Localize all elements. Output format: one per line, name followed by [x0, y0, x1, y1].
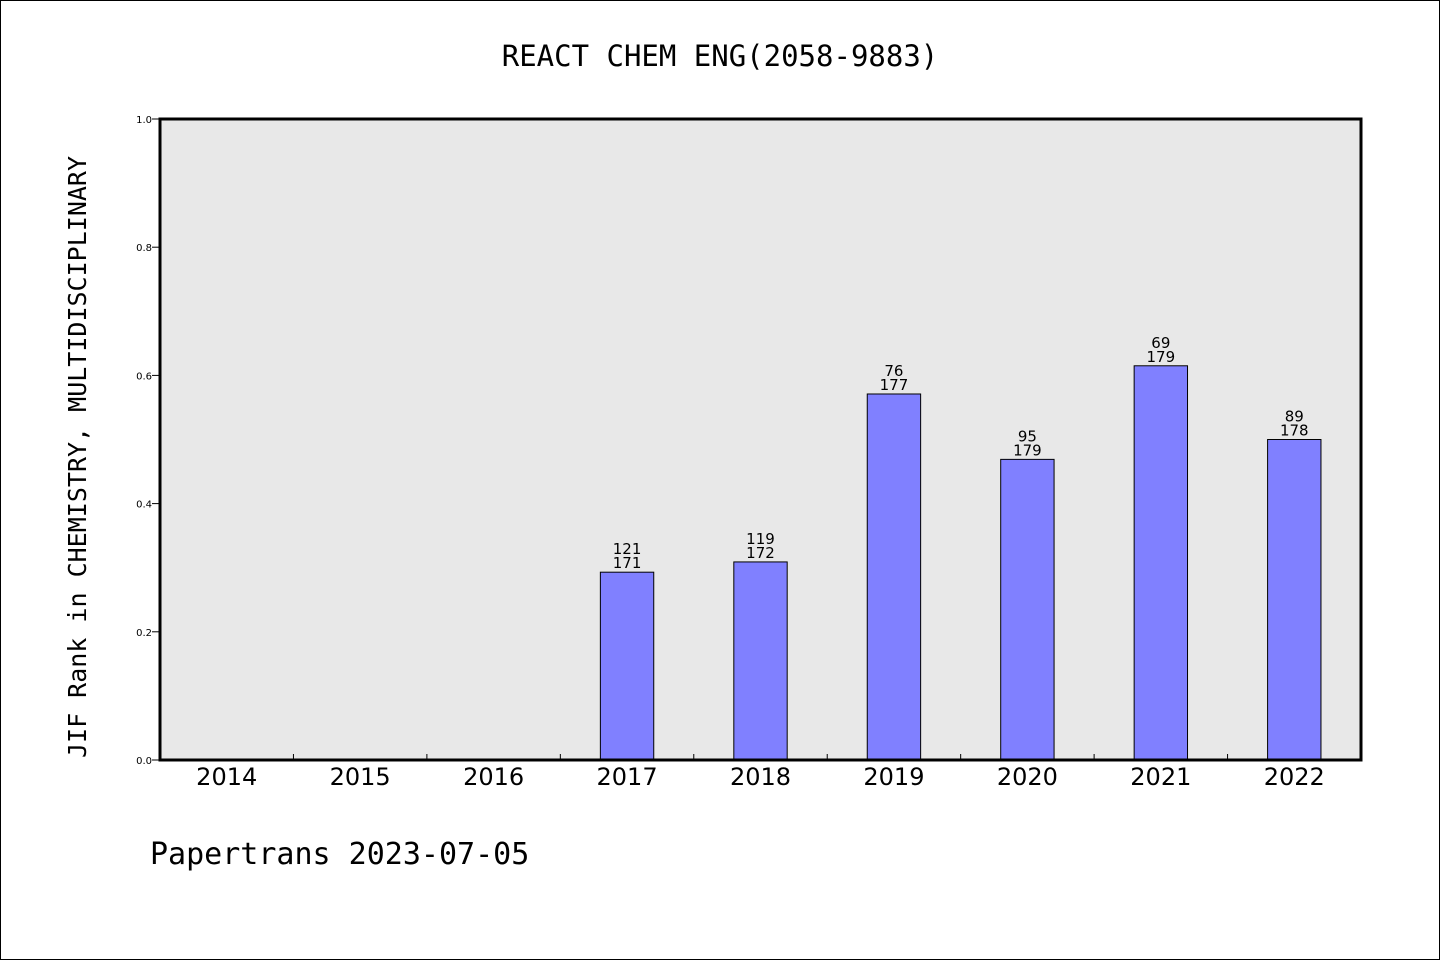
bar-rank-label: 89 [1285, 408, 1304, 426]
bar-rank-label: 76 [884, 362, 903, 380]
y-tick-label: 0.8 [136, 243, 152, 254]
chart-title: REACT CHEM ENG(2058-9883) [502, 39, 939, 73]
footer-source: Papertrans 2023-07-05 [150, 837, 529, 872]
x-tick-label: 2022 [1264, 763, 1325, 791]
x-tick-label: 2017 [597, 763, 658, 791]
y-tick-label: 0.2 [136, 628, 152, 639]
x-tick-label: 2016 [463, 763, 524, 791]
x-tick-label: 2021 [1130, 763, 1191, 791]
bar-total-label: 179 [1147, 348, 1176, 366]
chart-marks: 0.0 0.2 0.4 0.6 0.8 1.0 2014 2015 2016 2017 121171… [136, 115, 1325, 791]
x-tick-label: 2019 [863, 763, 924, 791]
bar [1133, 365, 1189, 761]
plot-border [158, 117, 1363, 762]
x-tick-label: 2015 [330, 763, 391, 791]
bar [1000, 458, 1055, 761]
bar-total-label: 178 [1280, 422, 1309, 440]
x-tick-label: 2014 [196, 763, 257, 791]
bar-rank-label: 119 [746, 530, 775, 548]
y-tick-label: 0.6 [136, 371, 152, 382]
x-tick-label: 2020 [997, 763, 1058, 791]
bar-total-label: 172 [746, 544, 775, 562]
bar-rank-label: 95 [1018, 427, 1037, 445]
x-tick-label: 2018 [730, 763, 791, 791]
bar-rank-label: 121 [613, 540, 642, 558]
bar-total-label: 179 [1013, 441, 1042, 459]
y-tick-label: 0.0 [136, 756, 152, 767]
y-tick-label: 0.4 [136, 500, 152, 511]
bar [1267, 439, 1322, 761]
bar [599, 571, 655, 761]
bar-rank-label: 69 [1151, 334, 1170, 352]
y-tick-label: 1.0 [136, 115, 152, 126]
bar-total-label: 171 [613, 554, 642, 572]
bar [733, 561, 788, 761]
bar-total-label: 177 [880, 376, 909, 394]
y-axis-label: JIF Rank in CHEMISTRY, MULTIDISCIPLINARY [63, 156, 92, 758]
bar [866, 393, 922, 761]
